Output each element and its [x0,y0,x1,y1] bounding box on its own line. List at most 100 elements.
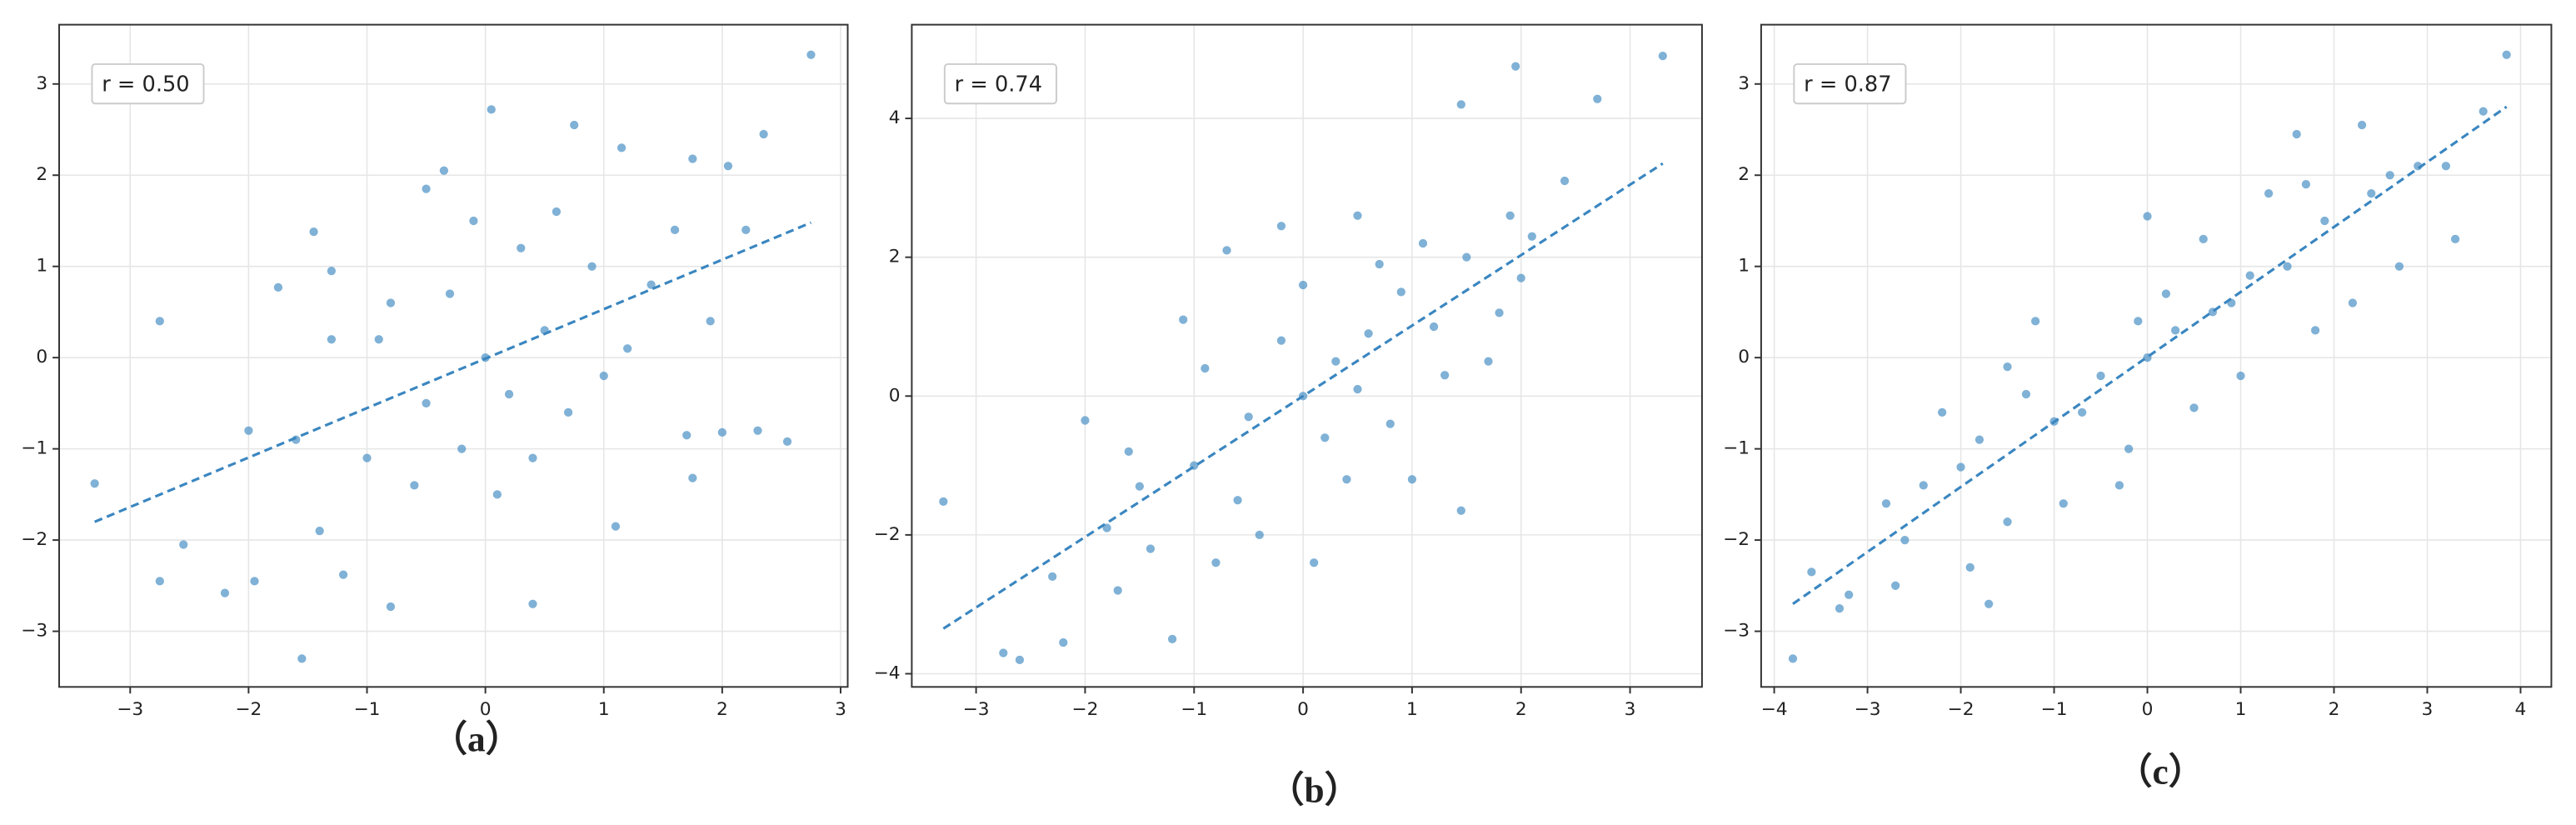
scatter-point [528,599,537,608]
scatter-point [220,588,230,598]
scatter-point [2367,188,2376,198]
x-tick-label: 1 [598,699,610,720]
x-tick-label: −4 [1761,699,1788,720]
scatter-point [1788,654,1798,663]
scatter-point [1593,94,1602,103]
scatter-point [806,50,816,59]
scatter-point [1310,558,1319,568]
scatter-point [327,335,336,344]
scatter-point [1807,568,1816,577]
scatter-point [999,648,1008,658]
scatter-point [723,162,733,171]
y-tick-label: −2 [21,529,47,550]
annotation: r = 0.50 [102,72,189,98]
y-tick-label: −3 [21,621,47,642]
scatter-point [315,527,324,536]
scatter-point [386,602,396,612]
scatter-point [599,371,608,381]
x-tick-label: −2 [1071,699,1098,720]
scatter-point [2502,50,2511,59]
scatter-point [1418,238,1428,248]
scatter-point [469,216,478,226]
scatter-point [1495,308,1504,318]
y-tick-label: −3 [1723,621,1750,642]
y-tick-label: 4 [889,108,901,128]
x-tick-label: 4 [2515,699,2527,720]
scatter-point [670,225,680,235]
x-tick-label: −1 [1181,699,1207,720]
caption: （b） [1268,769,1360,810]
x-tick-label: −2 [235,699,262,720]
scatter-point [422,398,431,408]
y-tick-label: −4 [874,662,901,683]
scatter-point [1396,288,1405,297]
x-tick-label: 3 [2422,699,2434,720]
scatter-point [1244,412,1253,422]
scatter-point [1298,280,1308,290]
scatter-point [1984,599,1994,608]
scatter-point [439,166,449,175]
annotation: r = 0.87 [1804,72,1891,98]
scatter-point [297,654,307,663]
scatter-point [2479,107,2488,116]
scatter-point [1965,562,1974,572]
x-tick-label: 1 [2235,699,2247,720]
scatter-point [1919,481,1928,490]
scatter-point [1484,357,1493,366]
scatter-point [1456,506,1465,515]
scatter-point [587,262,597,271]
scatter-point [2059,499,2068,508]
scatter-point [2385,171,2394,180]
x-tick-label: −1 [2041,699,2068,720]
y-tick-label: −2 [874,524,901,545]
scatter-point [2292,129,2301,139]
scatter-point [374,335,383,344]
scatter-point [1429,322,1439,332]
scatter-point [487,105,496,114]
scatter-point [244,426,253,435]
scatter-point [338,570,348,579]
scatter-point [1511,62,1520,71]
scatter-point [1974,435,1984,444]
scatter-point [410,481,419,490]
scatter-point [1113,586,1122,595]
scatter-point [552,207,562,217]
scatter-point [1938,408,1947,417]
scatter-point [492,490,502,499]
scatter-point [2310,326,2320,335]
scatter-point [570,120,579,130]
scatter-point [2283,262,2292,271]
subplot: −3 −2 −1 0 1 2 3 −3 −2 −1 0 1 2 3 r = 0.50 （a） [21,23,849,759]
scatter-point [1146,544,1156,553]
scatter-point [2170,326,2180,335]
scatter-point [517,243,526,252]
scatter-point [2003,518,2012,527]
annotation: r = 0.74 [955,72,1042,98]
annotation-box [943,62,1057,105]
scatter-point [1956,462,1965,472]
scatter-point [1560,176,1570,186]
scatter-point [327,267,336,276]
plot-frame [58,23,849,688]
scatter-point [1255,530,1264,540]
scatter-point [1375,259,1384,269]
y-tick-label: −2 [1723,529,1750,550]
fit-line [942,162,1664,630]
scatter-point [1658,51,1667,61]
scatter-point [611,522,621,531]
scatter-point [504,389,514,399]
fit-line [1792,105,2508,605]
scatter-point [759,129,768,139]
scatter-point [1527,232,1536,241]
scatter-point [445,289,455,298]
scatter-point [528,453,537,462]
plot-frame [1760,23,2553,688]
scatter-point [2264,188,2274,198]
x-tick-label: 0 [1297,699,1309,720]
scatter-point [1048,572,1057,581]
subplot: −3 −2 −1 0 1 2 3 −4 −2 0 2 4 r = 0.74 （b） [874,23,1703,810]
scatter-point [2348,298,2358,308]
scatter-point [1900,535,1910,545]
plot-frame [911,23,1703,688]
